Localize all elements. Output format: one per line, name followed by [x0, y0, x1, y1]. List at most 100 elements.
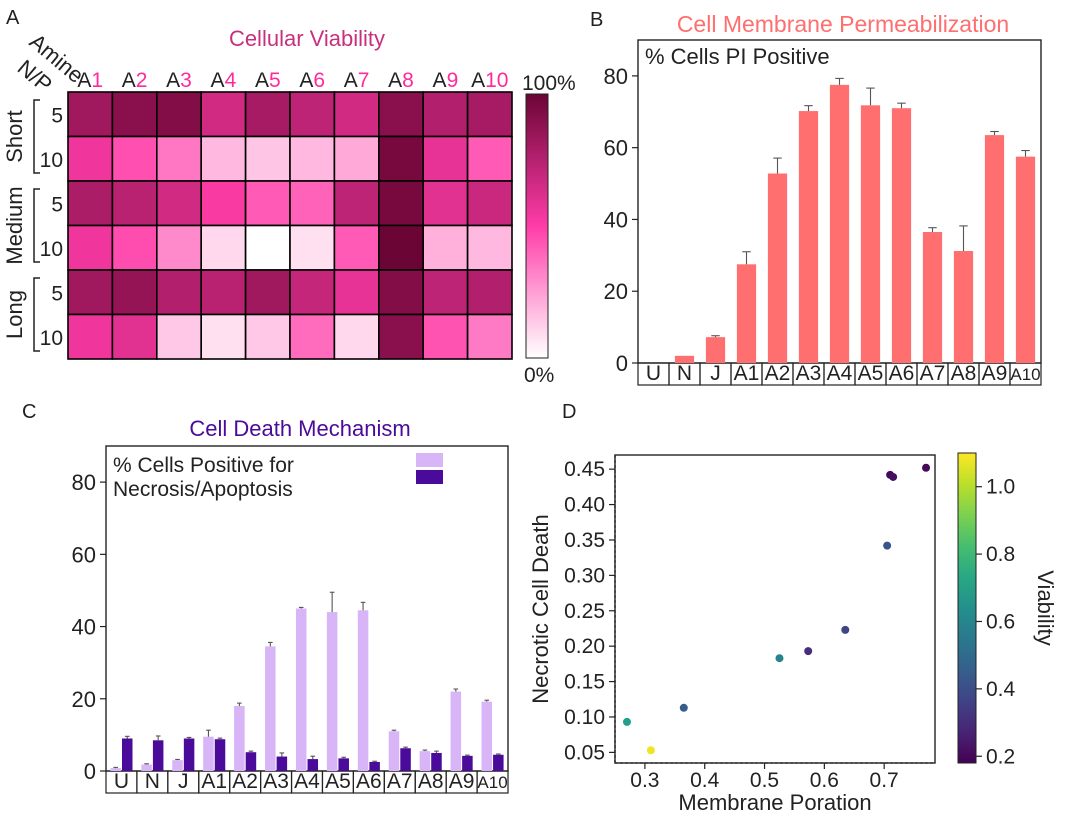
bar: [481, 701, 493, 771]
bar: [798, 111, 819, 363]
heatmap-column-number: 10: [485, 69, 508, 92]
panel-b: 0 20 40 60 80 U N J A1 A2 A3 A4 A5 A6 A7 A8 A9 A10 B Cell M…: [590, 9, 1042, 386]
scatter-point: [622, 717, 631, 726]
scatter-point: [922, 463, 931, 472]
bar: [705, 337, 726, 363]
category-label: A10: [1010, 365, 1040, 384]
heatmap-column-number: 8: [402, 69, 414, 92]
category-label: A4: [827, 362, 853, 385]
heatmap-cell: [156, 135, 203, 182]
bar: [326, 612, 338, 771]
heatmap-cell: [244, 135, 291, 182]
category-label: A5: [858, 362, 884, 385]
heatmap-column-number: 5: [269, 69, 281, 92]
category-label: U: [114, 770, 129, 793]
category-label: A1: [734, 362, 760, 385]
heatmap-column-label: A3: [166, 69, 192, 92]
category-label: A4: [294, 770, 320, 793]
bar: [419, 751, 431, 771]
colorbar-tick-label: 0.6: [986, 610, 1015, 633]
heatmap-row-label: 10: [40, 238, 63, 261]
colorbar-tick-label: 0.4: [986, 678, 1016, 701]
heatmap-cell: [200, 313, 247, 360]
y-tick-label: 40: [604, 207, 628, 232]
heatmap-group-bracket: [33, 277, 40, 352]
heatmap-column-label: A9: [433, 69, 459, 92]
category-label: A6: [889, 362, 915, 385]
heatmap-cell: [289, 180, 336, 227]
bar: [674, 355, 695, 363]
heatmap-column-prefix: A: [433, 69, 447, 92]
colorbar-tick-label: 0.8: [986, 543, 1015, 566]
heatmap-group-label: Medium: [2, 186, 27, 264]
heatmap-column-number: 2: [136, 69, 148, 92]
heatmap-column-number: 4: [225, 69, 237, 92]
heatmap-row-label: 5: [51, 282, 63, 305]
chart-title: Cell Membrane Permeabilization: [677, 11, 1009, 37]
heatmap-cell: [244, 180, 291, 227]
bar: [450, 691, 462, 771]
heatmap-colorbar: [525, 93, 549, 359]
y-tick-label: 0.30: [564, 564, 605, 587]
heatmap-cell: [422, 135, 469, 182]
bar: [984, 135, 1005, 363]
heatmap-cell: [200, 180, 247, 227]
panel-label: C: [22, 401, 36, 423]
heatmap-cell: [111, 91, 158, 138]
heatmap-column-number: 7: [358, 69, 370, 92]
heatmap-cell: [200, 91, 247, 138]
bar: [234, 706, 245, 771]
heatmap-cell: [111, 180, 158, 227]
bar: [431, 752, 442, 771]
heatmap-column-number: 3: [180, 69, 192, 92]
heatmap-column-label: A8: [388, 69, 414, 92]
heatmap-column-label: A4: [211, 69, 237, 92]
panel-label: A: [6, 7, 20, 29]
heatmap-column-prefix: A: [471, 69, 485, 92]
panel-c: 0 20 40 60 80 U N J A1 A2 A3 A4 A5 A6 A7 A8 A9 A10 C Cell D…: [22, 401, 509, 794]
heatmap-cell: [67, 180, 114, 227]
heatmap-cell: [200, 224, 247, 271]
heatmap-row-label: 10: [40, 327, 63, 350]
heatmap-cell: [289, 135, 336, 182]
y-tick-label: 60: [604, 136, 628, 161]
bar: [172, 760, 183, 771]
heatmap-column-number: 6: [313, 69, 325, 92]
heatmap-cell: [422, 313, 469, 360]
bar: [110, 768, 121, 771]
scatter-point: [841, 625, 850, 634]
panel-d: D 0.3 0.4 0.5 0.6 0.7 0.05 0.10 0.15 0.20 0.25 0.30…: [528, 401, 1058, 815]
heatmap-cell: [333, 135, 380, 182]
heatmap-cell: [377, 269, 424, 316]
heatmap-cell: [111, 313, 158, 360]
y-tick-label: 0.10: [564, 706, 605, 729]
heatmap-cell: [422, 224, 469, 271]
bar: [369, 761, 380, 771]
heatmap-cell: [156, 224, 203, 271]
heatmap-cell: [333, 269, 380, 316]
category-label: A5: [325, 770, 351, 793]
bar: [953, 251, 974, 363]
y-tick-label: 0: [84, 759, 96, 784]
heatmap-cell: [156, 313, 203, 360]
category-label: A9: [449, 770, 475, 793]
y-tick-label: 0.20: [564, 635, 605, 658]
x-tick-label: 0.5: [750, 769, 779, 792]
bar: [245, 752, 257, 771]
bar: [276, 756, 288, 771]
heatmap-column-label: A2: [122, 69, 148, 92]
category-label: A2: [232, 770, 258, 793]
heatmap-colorbar-min: 0%: [524, 364, 554, 387]
heatmap-cell: [67, 313, 114, 360]
bar: [295, 608, 307, 771]
heatmap-cell: [111, 135, 158, 182]
heatmap-cell: [466, 313, 513, 360]
heatmap-row-label: 5: [51, 104, 63, 127]
heatmap-cell: [289, 224, 336, 271]
category-label: N: [145, 770, 160, 793]
heatmap-cell: [466, 269, 513, 316]
y-tick-label: 40: [72, 615, 96, 640]
colorbar-title: Viability: [1033, 570, 1058, 645]
